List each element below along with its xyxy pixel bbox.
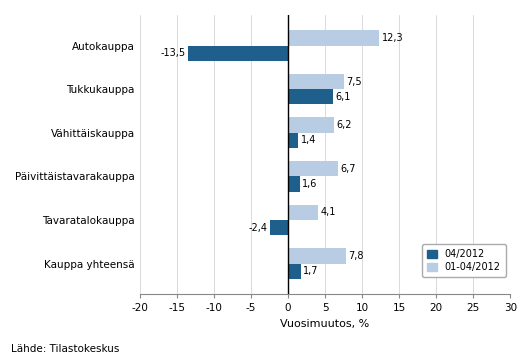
Text: 7,8: 7,8 xyxy=(348,251,364,261)
Text: Lähde: Tilastokeskus: Lähde: Tilastokeskus xyxy=(11,344,119,354)
Bar xyxy=(288,74,344,89)
Text: -13,5: -13,5 xyxy=(160,48,185,58)
Text: 6,7: 6,7 xyxy=(340,164,356,174)
Text: 6,1: 6,1 xyxy=(336,92,351,102)
Text: -2,4: -2,4 xyxy=(248,223,268,233)
Bar xyxy=(288,117,334,133)
Bar xyxy=(288,176,300,192)
Bar xyxy=(288,30,379,45)
Text: 6,2: 6,2 xyxy=(337,120,352,130)
Bar xyxy=(288,263,301,279)
Bar xyxy=(288,89,333,105)
Bar xyxy=(288,133,298,148)
Text: 1,6: 1,6 xyxy=(302,179,318,189)
Bar xyxy=(270,220,288,235)
Bar xyxy=(188,45,288,61)
Text: 1,4: 1,4 xyxy=(301,135,317,145)
Text: 4,1: 4,1 xyxy=(321,207,336,217)
X-axis label: Vuosimuutos, %: Vuosimuutos, % xyxy=(280,319,370,329)
Text: 12,3: 12,3 xyxy=(382,33,403,43)
Bar xyxy=(288,161,338,176)
Bar xyxy=(288,205,318,220)
Text: 1,7: 1,7 xyxy=(303,266,319,276)
Text: 7,5: 7,5 xyxy=(346,77,362,87)
Bar xyxy=(288,248,346,263)
Legend: 04/2012, 01-04/2012: 04/2012, 01-04/2012 xyxy=(422,244,505,277)
